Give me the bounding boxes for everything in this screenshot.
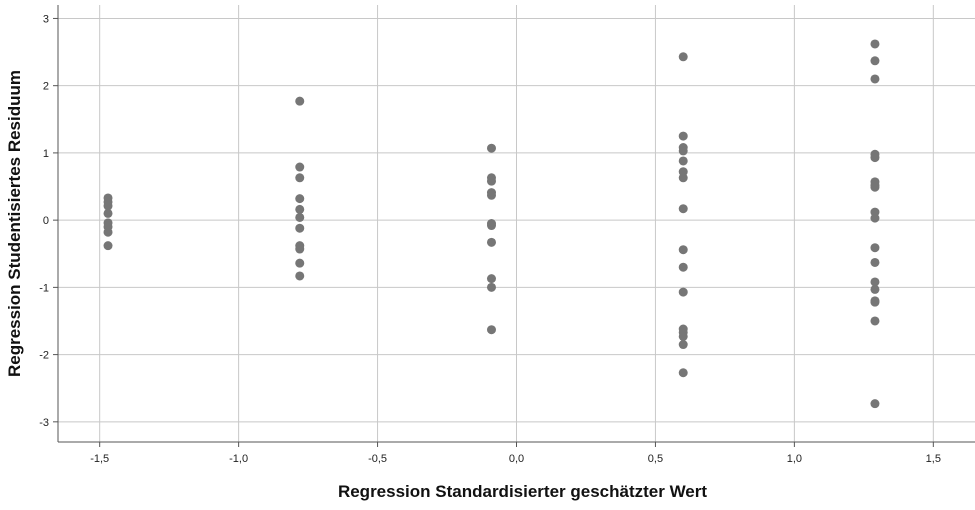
data-point (295, 271, 305, 281)
data-point (295, 244, 305, 254)
data-point (870, 243, 880, 253)
data-point (486, 221, 496, 231)
data-point (295, 96, 305, 106)
data-point (295, 162, 305, 172)
data-point (870, 182, 880, 192)
data-point (678, 368, 688, 378)
data-point (870, 284, 880, 294)
data-point (678, 52, 688, 62)
x-tick-label: 1,5 (926, 453, 941, 465)
data-point (486, 282, 496, 292)
data-point (103, 241, 113, 251)
data-point (678, 131, 688, 141)
data-point (486, 176, 496, 186)
data-point (870, 153, 880, 163)
x-tick-label: -1,0 (229, 453, 248, 465)
x-tick-label: -0,5 (368, 453, 387, 465)
x-tick-label: -1,5 (90, 453, 109, 465)
data-point (870, 297, 880, 307)
data-point (678, 156, 688, 166)
y-tick-label: 3 (43, 13, 49, 25)
data-point (103, 208, 113, 218)
data-point (870, 56, 880, 66)
data-point (103, 227, 113, 237)
data-point (295, 223, 305, 233)
x-axis-title: Regression Standardisierter geschätzter … (338, 482, 707, 501)
x-tick-label: 0,0 (509, 453, 524, 465)
data-point (486, 274, 496, 284)
y-tick-label: -2 (39, 350, 49, 362)
data-point (870, 39, 880, 49)
data-point (870, 277, 880, 287)
data-point (295, 194, 305, 204)
data-point (678, 340, 688, 350)
data-point (486, 190, 496, 200)
data-point (486, 143, 496, 153)
data-point (486, 237, 496, 247)
y-tick-label: -1 (39, 282, 49, 294)
data-point (678, 204, 688, 214)
data-point (870, 316, 880, 326)
tick-layer: -1,5 -1,0 -0,5 0,0 0,5 1,0 1,5 3 2 1 0 -1 -2 -3 (39, 13, 941, 465)
data-point (295, 258, 305, 268)
y-tick-label: -3 (39, 417, 49, 429)
data-point (678, 331, 688, 341)
x-tick-label: 0,5 (648, 453, 663, 465)
data-point (870, 213, 880, 223)
data-point (103, 201, 113, 211)
y-tick-label: 0 (43, 215, 49, 227)
data-point (870, 399, 880, 409)
points-layer (103, 39, 880, 409)
data-point (295, 212, 305, 222)
data-point (678, 262, 688, 272)
y-axis-title: Regression Studentisiertes Residuum (5, 70, 24, 377)
grid-layer (58, 5, 975, 442)
data-point (870, 257, 880, 267)
data-point (295, 204, 305, 214)
y-tick-label: 2 (43, 81, 49, 93)
data-point (870, 74, 880, 84)
data-point (678, 245, 688, 255)
data-point (678, 173, 688, 183)
data-point (295, 173, 305, 183)
data-point (678, 287, 688, 297)
y-tick-label: 1 (43, 148, 49, 160)
data-point (678, 146, 688, 156)
x-tick-label: 1,0 (787, 453, 802, 465)
data-point (486, 325, 496, 335)
